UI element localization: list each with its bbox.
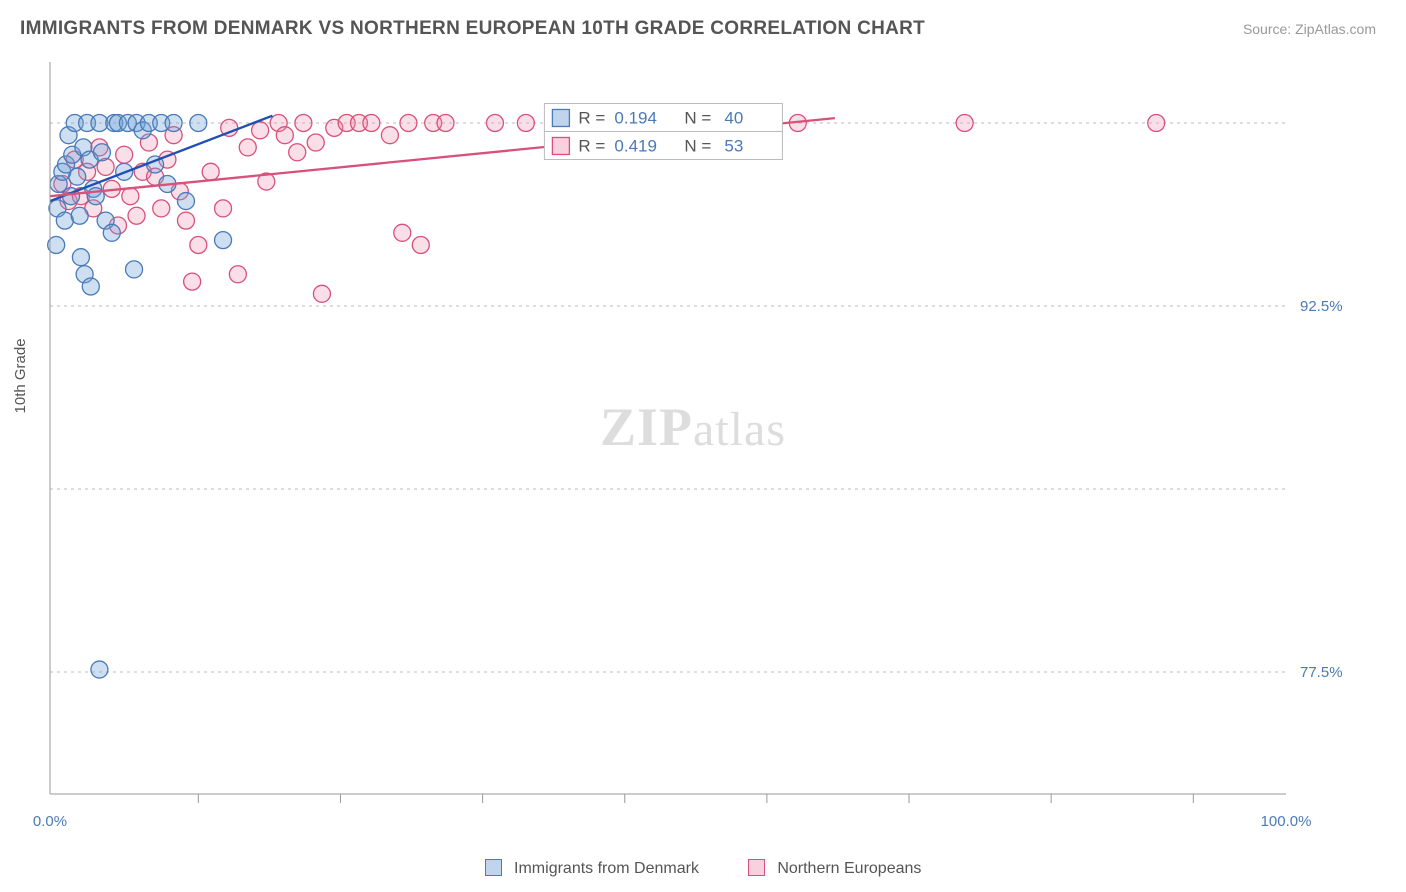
source-attribution: Source: ZipAtlas.com	[1243, 21, 1376, 37]
correlation-scatter-chart: 77.5% 92.5% ZIPatlas 0.0% 100.0% R = 0.194 N = 4…	[20, 50, 1366, 840]
svg-text:0.419: 0.419	[614, 136, 657, 155]
svg-text:N =: N =	[684, 136, 711, 155]
svg-text:R =: R =	[578, 136, 605, 155]
legend-label-pink: Northern Europeans	[777, 860, 921, 877]
svg-text:40: 40	[724, 108, 743, 127]
svg-text:0.0%: 0.0%	[33, 813, 67, 830]
svg-text:92.5%: 92.5%	[1300, 298, 1343, 315]
legend-label-blue: Immigrants from Denmark	[514, 860, 699, 877]
legend-swatch-blue-icon	[485, 859, 502, 876]
svg-text:ZIPatlas: ZIPatlas	[600, 397, 786, 457]
y-axis-label: 10th Grade	[12, 338, 29, 413]
legend-swatch-pink-icon	[748, 859, 765, 876]
chart-title: IMMIGRANTS FROM DENMARK VS NORTHERN EURO…	[20, 18, 925, 40]
svg-text:53: 53	[724, 136, 743, 155]
svg-text:0.194: 0.194	[614, 108, 657, 127]
bottom-legend: Immigrants from Denmark Northern Europea…	[0, 859, 1406, 878]
svg-text:77.5%: 77.5%	[1300, 664, 1343, 681]
svg-text:R =: R =	[578, 108, 605, 127]
svg-text:N =: N =	[684, 108, 711, 127]
svg-text:100.0%: 100.0%	[1261, 813, 1312, 830]
